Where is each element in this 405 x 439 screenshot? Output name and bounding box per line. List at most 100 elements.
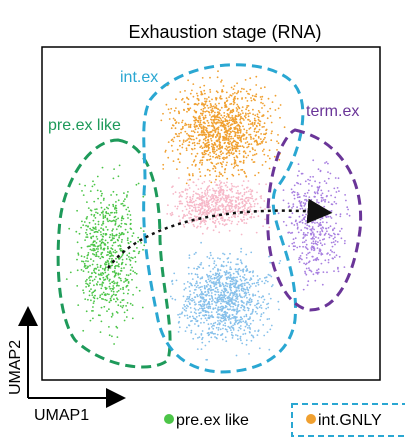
scatter-point-green <box>107 247 109 250</box>
scatter-point-purple <box>294 237 297 240</box>
scatter-point-orange <box>189 178 191 181</box>
scatter-point-orange <box>208 143 211 146</box>
scatter-point-blue <box>191 315 194 318</box>
scatter-point-green <box>128 258 131 261</box>
scatter-point-green <box>76 285 79 287</box>
scatter-point-blue <box>247 309 250 312</box>
scatter-point-blue <box>244 282 246 285</box>
scatter-point-pink <box>184 215 187 217</box>
scatter-point-green <box>92 180 94 183</box>
scatter-point-orange <box>253 153 256 156</box>
scatter-point-pink <box>192 223 195 226</box>
scatter-point-blue <box>243 329 246 332</box>
scatter-point-purple <box>277 212 280 215</box>
scatter-point-purple <box>320 189 323 192</box>
scatter-point-pink <box>247 190 250 193</box>
scatter-point-orange <box>242 125 244 128</box>
scatter-point-purple <box>324 210 326 213</box>
scatter-point-pink <box>213 197 215 200</box>
scatter-point-orange <box>230 94 233 97</box>
scatter-point-green <box>96 283 98 286</box>
scatter-point-purple <box>296 222 298 225</box>
scatter-point-green <box>109 299 112 302</box>
scatter-point-blue <box>217 257 219 259</box>
scatter-point-purple <box>310 198 313 201</box>
scatter-point-orange <box>205 150 208 153</box>
scatter-point-orange <box>238 173 240 176</box>
scatter-point-green <box>107 207 109 210</box>
scatter-point-orange <box>241 106 244 108</box>
scatter-point-orange <box>222 85 225 87</box>
scatter-point-green <box>98 269 100 272</box>
scatter-point-purple <box>307 280 310 283</box>
scatter-point-orange <box>242 138 245 140</box>
scatter-point-green <box>102 220 105 223</box>
scatter-point-blue <box>257 283 260 286</box>
scatter-point-blue <box>251 311 254 313</box>
scatter-point-pink <box>198 209 201 212</box>
scatter-point-blue <box>245 302 248 305</box>
scatter-point-pink <box>260 197 263 200</box>
scatter-point-pink <box>218 192 221 195</box>
scatter-point-orange <box>236 147 239 150</box>
scatter-point-orange <box>257 130 260 133</box>
scatter-point-orange <box>187 138 190 140</box>
scatter-point-purple <box>304 272 307 274</box>
scatter-point-green <box>82 270 85 272</box>
scatter-point-green <box>82 329 85 332</box>
scatter-point-green <box>91 229 94 232</box>
scatter-point-blue <box>236 276 238 279</box>
scatter-point-orange <box>255 93 258 96</box>
scatter-point-orange <box>212 115 214 118</box>
scatter-point-blue <box>206 306 208 308</box>
scatter-point-purple <box>306 192 309 194</box>
scatter-point-green <box>85 310 88 313</box>
scatter-point-green <box>135 286 138 289</box>
scatter-point-orange <box>261 142 264 144</box>
scatter-point-pink <box>185 208 188 211</box>
scatter-point-orange <box>207 131 210 134</box>
scatter-point-pink <box>263 200 266 202</box>
scatter-point-orange <box>192 135 195 138</box>
scatter-point-blue <box>186 314 189 317</box>
scatter-point-orange <box>235 149 237 152</box>
scatter-point-green <box>117 175 120 178</box>
scatter-point-blue <box>262 295 265 298</box>
scatter-point-pink <box>205 188 208 191</box>
scatter-point-purple <box>304 216 306 218</box>
scatter-point-orange <box>208 169 211 172</box>
scatter-point-pink <box>174 205 177 208</box>
scatter-point-orange <box>230 131 232 134</box>
scatter-point-green <box>105 266 107 269</box>
scatter-point-blue <box>205 358 208 361</box>
scatter-point-blue <box>212 324 214 327</box>
scatter-point-pink <box>198 206 200 209</box>
scatter-point-orange <box>270 132 273 135</box>
scatter-point-pink <box>218 231 221 234</box>
scatter-point-green <box>80 226 82 229</box>
scatter-point-orange <box>215 107 218 110</box>
scatter-point-green <box>107 220 109 223</box>
scatter-point-green <box>119 249 122 252</box>
scatter-point-pink <box>242 180 245 183</box>
scatter-point-blue <box>188 254 191 257</box>
scatter-point-orange <box>210 161 213 164</box>
scatter-point-orange <box>263 148 265 151</box>
scatter-point-blue <box>205 304 208 306</box>
scatter-point-purple <box>329 254 331 256</box>
scatter-point-orange <box>222 152 224 155</box>
scatter-point-pink <box>217 187 220 189</box>
scatter-point-pink <box>195 203 198 206</box>
scatter-point-blue <box>268 255 270 258</box>
scatter-point-purple <box>310 247 313 249</box>
scatter-point-pink <box>185 197 188 200</box>
scatter-point-purple <box>315 236 317 239</box>
scatter-point-blue <box>227 261 230 264</box>
scatter-point-purple <box>298 170 300 173</box>
scatter-point-orange <box>237 134 239 137</box>
scatter-point-green <box>113 298 115 301</box>
scatter-point-blue <box>220 265 223 267</box>
scatter-point-purple <box>305 254 308 256</box>
scatter-point-orange <box>263 153 266 156</box>
scatter-point-blue <box>217 270 219 272</box>
